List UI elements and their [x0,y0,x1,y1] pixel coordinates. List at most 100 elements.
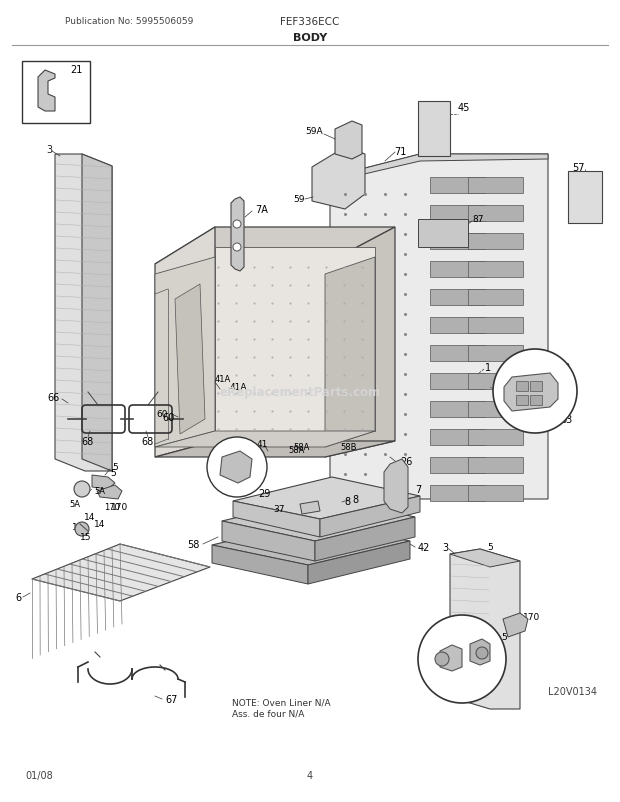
Text: 5: 5 [487,543,493,552]
Bar [468,485,523,501]
Bar [430,402,485,418]
Text: 41: 41 [256,440,268,449]
Text: 5: 5 [490,633,496,642]
Circle shape [233,221,241,229]
Bar [430,374,485,390]
Polygon shape [212,545,308,585]
Text: 4: 4 [307,770,313,780]
Text: L20V0134: L20V0134 [548,687,597,696]
Text: 15: 15 [73,523,84,532]
Circle shape [233,244,241,252]
Polygon shape [315,517,415,561]
Polygon shape [312,148,365,210]
Text: 62: 62 [558,363,570,373]
Text: 170: 170 [104,503,120,512]
Text: 58A: 58A [289,446,305,455]
Text: FEF336ECC: FEF336ECC [280,17,340,27]
Polygon shape [233,501,320,537]
Polygon shape [330,155,548,500]
Text: 01/08: 01/08 [25,770,53,780]
Polygon shape [503,614,528,638]
Circle shape [418,615,506,703]
Polygon shape [335,122,362,160]
Bar [468,429,523,445]
Polygon shape [231,198,244,272]
Bar [430,178,485,194]
Bar [430,429,485,445]
Text: 60: 60 [156,410,168,419]
Polygon shape [440,645,462,671]
Bar [468,346,523,362]
Text: 14: 14 [94,520,105,529]
Text: 58: 58 [188,539,200,549]
Text: 26: 26 [400,456,412,467]
Bar [430,233,485,249]
Bar [430,318,485,334]
Bar [468,261,523,277]
Text: 87: 87 [472,215,484,225]
Circle shape [476,647,488,659]
Text: 5: 5 [501,633,507,642]
Text: 29: 29 [258,488,270,498]
Polygon shape [470,639,490,665]
Text: 8: 8 [352,494,358,504]
Polygon shape [450,549,520,567]
Text: 6: 6 [16,592,22,602]
Polygon shape [504,374,558,411]
Text: 42: 42 [418,542,430,553]
Text: 68: 68 [142,436,154,447]
Text: 3: 3 [46,145,52,155]
Text: 21: 21 [70,65,82,75]
Text: 8: 8 [344,496,350,506]
Text: 5A: 5A [94,487,105,496]
Text: 170: 170 [523,613,541,622]
Text: 37: 37 [273,505,285,514]
Polygon shape [155,228,395,265]
Text: 63: 63 [560,415,572,424]
Polygon shape [155,431,375,448]
Bar [468,290,523,306]
Text: 5: 5 [110,469,116,478]
Text: 3: 3 [442,542,448,553]
Bar [468,402,523,418]
Polygon shape [384,460,408,513]
Polygon shape [92,476,115,489]
Bar [468,318,523,334]
Polygon shape [308,541,410,585]
Text: 41A: 41A [215,375,231,384]
Polygon shape [55,155,112,472]
Polygon shape [233,477,420,520]
Polygon shape [300,501,320,514]
Text: 1: 1 [485,363,491,373]
Polygon shape [222,497,415,541]
Polygon shape [82,155,112,472]
Text: 5A: 5A [440,633,451,642]
Text: BODY: BODY [293,33,327,43]
Polygon shape [175,285,205,435]
Text: 58A: 58A [294,443,310,452]
Text: 67: 67 [165,695,177,704]
Circle shape [74,481,90,497]
Bar [430,485,485,501]
Text: Ass. de four N/A: Ass. de four N/A [232,709,304,718]
Text: 45: 45 [458,103,471,113]
Polygon shape [320,496,420,537]
Text: 66: 66 [48,392,60,403]
Text: 7: 7 [415,484,421,494]
Bar [430,206,485,221]
Polygon shape [450,549,520,709]
Bar [468,178,523,194]
Text: 59A: 59A [306,128,323,136]
Bar [568,172,602,224]
Bar [468,457,523,473]
Polygon shape [155,228,215,457]
Text: 170: 170 [112,503,128,512]
Bar [468,233,523,249]
Circle shape [493,350,577,433]
Text: 41A: 41A [230,383,247,392]
Text: 5: 5 [112,463,118,472]
Text: 58B: 58B [340,443,356,452]
Bar [468,206,523,221]
Polygon shape [215,248,375,431]
Text: 15: 15 [80,533,92,542]
